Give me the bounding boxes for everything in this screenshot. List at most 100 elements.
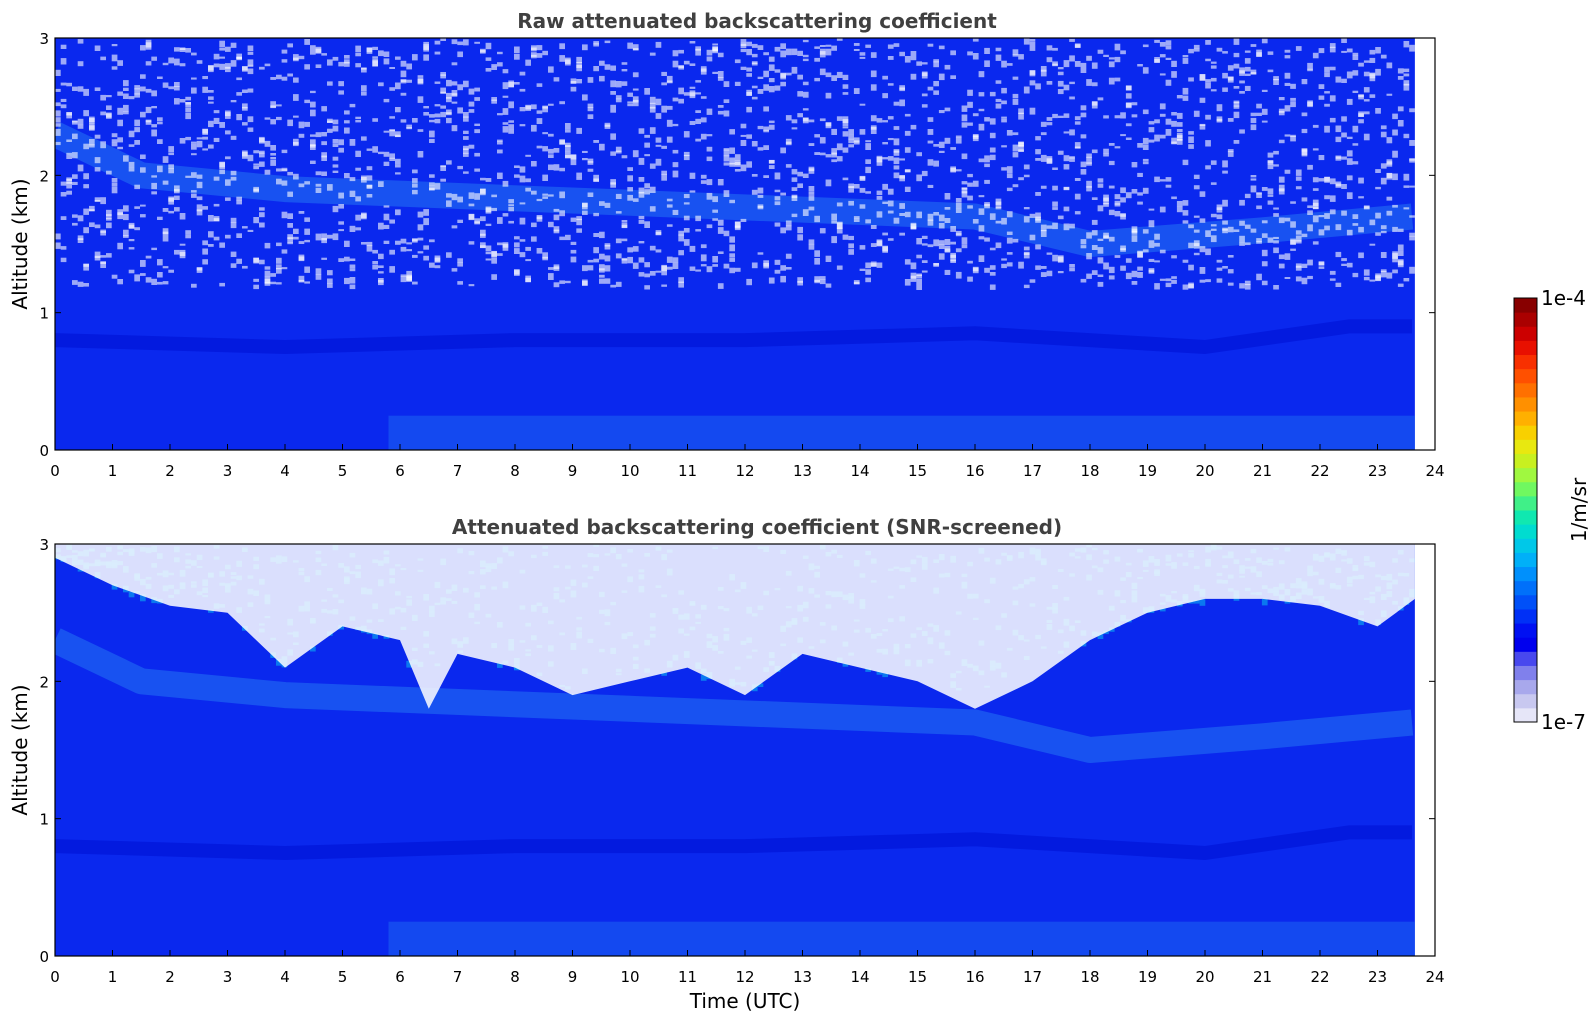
heatmap-noise-cell: [327, 283, 333, 288]
heatmap-noise-cell: [802, 209, 809, 216]
heatmap-noise-cell: [378, 271, 384, 274]
heatmap-noise-cell: [757, 206, 764, 210]
heatmap-noise-cell: [412, 54, 418, 61]
heatmap-noise-cell: [961, 181, 968, 185]
heatmap-noise-cell: [587, 114, 594, 119]
heatmap-noise-cell: [1295, 186, 1302, 190]
heatmap-noise-cell: [565, 280, 571, 284]
heatmap-noise-cell: [1341, 38, 1347, 43]
heatmap-noise-cell: [1216, 204, 1223, 210]
heatmap-noise-cell: [774, 69, 781, 73]
heatmap-noise-cell: [938, 45, 945, 50]
heatmap-noise-cell: [293, 142, 299, 147]
heatmap-noise-cell: [412, 169, 418, 174]
heatmap-noise-cell: [106, 253, 112, 258]
heatmap-noise-cell: [502, 122, 509, 125]
heatmap-noise-cell: [1148, 121, 1155, 125]
heatmap-noise-cell: [94, 255, 101, 261]
heatmap-noise-cell: [950, 50, 956, 56]
heatmap-noise-cell: [134, 127, 140, 133]
x-tick-label: 5: [338, 968, 348, 986]
heatmap-noise-cell: [236, 196, 242, 201]
heatmap-noise-cell: [1409, 108, 1415, 113]
x-tick-label: 13: [793, 462, 812, 480]
heatmap-noise-cell: [287, 73, 293, 77]
heatmap-noise-cell: [599, 264, 605, 271]
heatmap-noise-cell: [559, 139, 565, 145]
heatmap-noise-cell: [349, 277, 356, 284]
heatmap-noise-cell: [1392, 226, 1398, 232]
heatmap-noise-cell: [236, 114, 242, 121]
heatmap-noise-cell: [83, 263, 89, 271]
heatmap-noise-cell: [1250, 117, 1257, 124]
x-tick-label: 7: [453, 462, 463, 480]
heatmap-noise-cell: [185, 48, 191, 53]
heatmap-noise-cell: [55, 69, 61, 76]
heatmap-noise-cell: [621, 257, 628, 261]
heatmap-noise-cell: [984, 204, 990, 207]
heatmap-noise-cell: [1346, 158, 1353, 165]
heatmap-noise-cell: [1052, 47, 1058, 51]
heatmap-noise-cell: [1341, 210, 1347, 216]
heatmap-noise-cell: [474, 97, 480, 101]
heatmap-noise-cell: [77, 124, 84, 129]
heatmap-noise-cell: [264, 282, 271, 286]
heatmap-noise-cell: [196, 196, 203, 201]
heatmap-noise-cell: [542, 146, 548, 152]
heatmap-noise-cell: [1380, 54, 1387, 59]
heatmap-noise-cell: [1012, 49, 1019, 55]
x-tick-label: 15: [908, 968, 927, 986]
heatmap-noise-cell: [865, 140, 871, 143]
heatmap-noise-cell: [128, 167, 135, 172]
heatmap-noise-cell: [559, 55, 565, 62]
heatmap-noise-cell: [848, 138, 854, 144]
heatmap-noise-cell: [627, 103, 633, 107]
heatmap-noise-cell: [683, 202, 690, 205]
heatmap-noise-cell: [72, 214, 78, 218]
heatmap-noise-cell: [882, 75, 888, 80]
heatmap-noise-cell: [1403, 41, 1410, 48]
heatmap-noise-cell: [587, 259, 594, 263]
heatmap-noise-cell: [655, 270, 662, 273]
heatmap-noise-cell: [60, 44, 67, 49]
heatmap-noise-cell: [497, 141, 503, 145]
heatmap-noise-cell: [1284, 253, 1291, 260]
heatmap-noise-cell: [559, 167, 565, 172]
heatmap-noise-cell: [264, 278, 271, 284]
heatmap-noise-cell: [1069, 223, 1075, 229]
heatmap-noise-cell: [933, 239, 939, 247]
heatmap-noise-cell: [961, 114, 968, 122]
heatmap-noise-cell: [355, 196, 361, 202]
heatmap-noise-cell: [1040, 154, 1047, 162]
heatmap-noise-cell: [1256, 103, 1262, 109]
heatmap-noise-cell: [281, 211, 288, 219]
heatmap-noise-cell: [1216, 104, 1223, 112]
heatmap-noise-cell: [508, 80, 514, 88]
heatmap-noise-cell: [610, 80, 616, 88]
heatmap-noise-cell: [1125, 93, 1132, 99]
heatmap-noise-cell: [1080, 278, 1087, 283]
heatmap-noise-cell: [123, 214, 129, 221]
x-tick-label: 8: [510, 462, 520, 480]
heatmap-noise-cell: [1165, 184, 1172, 188]
heatmap-noise-cell: [287, 223, 293, 228]
heatmap-noise-cell: [463, 39, 469, 46]
heatmap-noise-cell: [683, 92, 690, 96]
heatmap-noise-cell: [281, 76, 288, 81]
heatmap-noise-cell: [1375, 68, 1381, 76]
heatmap-noise-cell: [344, 110, 350, 115]
heatmap-noise-cell: [247, 64, 254, 67]
heatmap-noise-cell: [712, 196, 718, 203]
heatmap-noise-cell: [1097, 632, 1104, 639]
heatmap-noise-cell: [1307, 259, 1313, 266]
heatmap-noise-cell: [440, 87, 446, 94]
heatmap-noise-cell: [1023, 174, 1030, 178]
heatmap-noise-cell: [632, 150, 639, 158]
heatmap-noise-cell: [1074, 178, 1081, 181]
heatmap-noise-cell: [576, 56, 582, 63]
heatmap-noise-cell: [1273, 164, 1279, 167]
heatmap-noise-cell: [1069, 157, 1075, 162]
heatmap-noise-cell: [1290, 201, 1296, 204]
heatmap-noise-cell: [259, 259, 265, 265]
heatmap-noise-cell: [706, 134, 713, 137]
